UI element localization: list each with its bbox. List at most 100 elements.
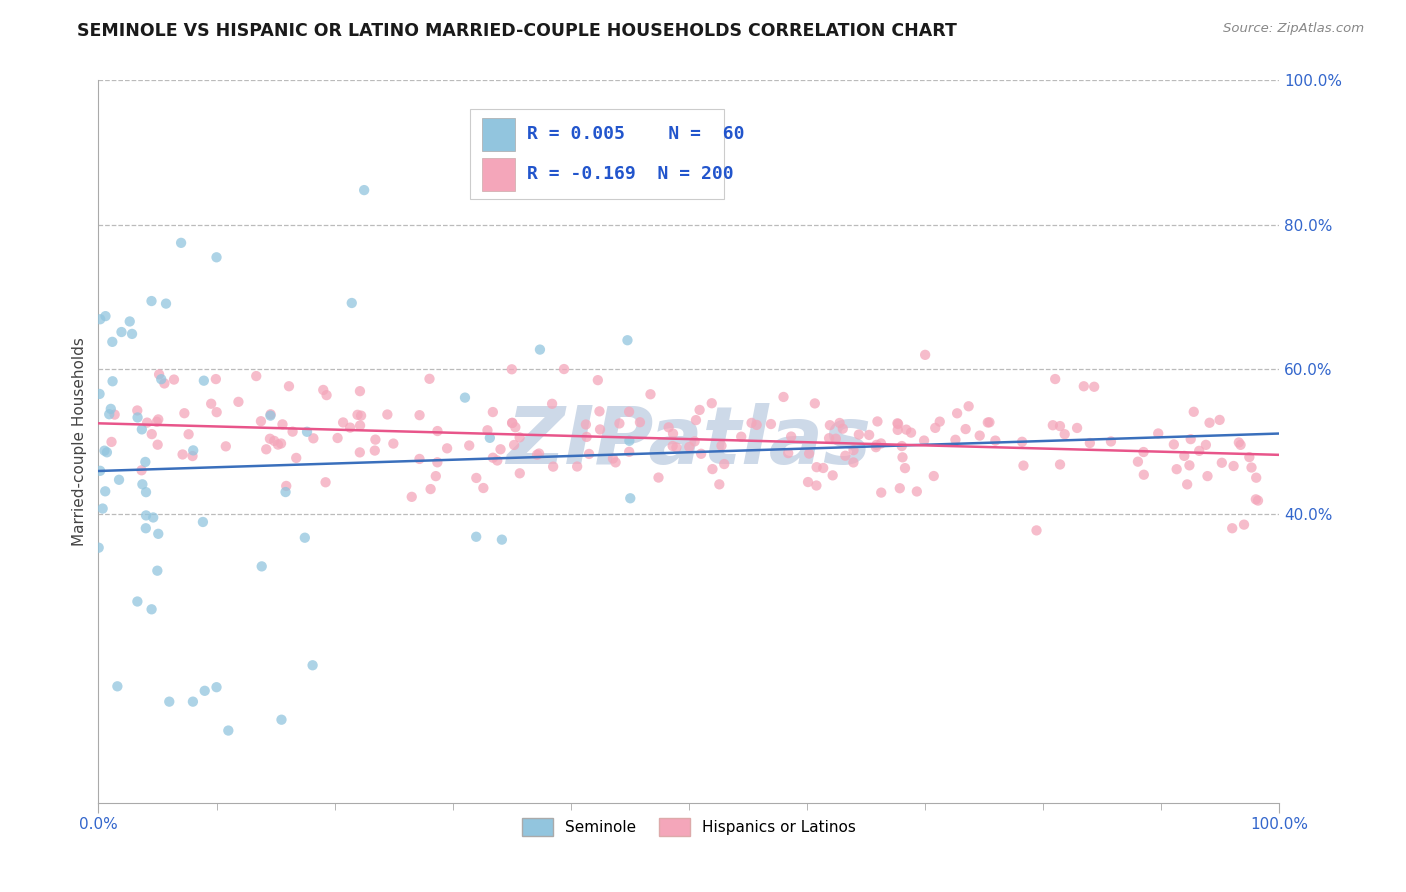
- Point: [148, 526, 170, 541]
- Point: [870, 485, 893, 500]
- Text: SEMINOLE VS HISPANIC OR LATINO MARRIED-COUPLE HOUSEHOLDS CORRELATION CHART: SEMINOLE VS HISPANIC OR LATINO MARRIED-C…: [77, 22, 957, 40]
- Point: [127, 594, 149, 608]
- Point: [713, 457, 735, 471]
- Point: [1078, 436, 1101, 450]
- Point: [1173, 449, 1195, 463]
- Point: [984, 434, 1007, 448]
- Point: [619, 434, 641, 448]
- Point: [780, 429, 803, 443]
- Point: [1227, 435, 1250, 450]
- Point: [553, 362, 575, 376]
- Point: [658, 420, 681, 434]
- Point: [1178, 458, 1201, 473]
- Point: [191, 515, 214, 529]
- Point: [135, 508, 157, 523]
- Point: [259, 407, 281, 421]
- Point: [683, 434, 706, 449]
- Point: [163, 373, 186, 387]
- Point: [250, 414, 273, 428]
- Point: [565, 459, 588, 474]
- Point: [301, 658, 323, 673]
- Point: [205, 680, 228, 694]
- Point: [131, 422, 153, 436]
- Point: [1147, 426, 1170, 441]
- Point: [263, 434, 285, 448]
- Point: [250, 559, 273, 574]
- Point: [1247, 493, 1270, 508]
- Point: [364, 443, 387, 458]
- Point: [364, 433, 387, 447]
- Point: [977, 416, 1000, 430]
- Point: [896, 423, 918, 437]
- Point: [146, 438, 169, 452]
- Point: [628, 415, 651, 429]
- Point: [831, 422, 853, 436]
- Point: [101, 374, 124, 388]
- Point: [702, 462, 724, 476]
- Point: [94, 309, 117, 323]
- Point: [661, 439, 683, 453]
- Point: [640, 387, 662, 401]
- Point: [87, 541, 110, 555]
- Point: [267, 437, 290, 451]
- Point: [350, 409, 373, 423]
- Point: [326, 431, 349, 445]
- Point: [541, 459, 564, 474]
- Point: [401, 490, 423, 504]
- Point: [1222, 458, 1244, 473]
- Point: [824, 432, 846, 446]
- Point: [489, 442, 512, 457]
- Point: [1011, 434, 1033, 449]
- Text: R = 0.005    N =  60: R = 0.005 N = 60: [527, 126, 745, 144]
- Point: [145, 415, 167, 429]
- Point: [955, 422, 977, 436]
- Point: [886, 417, 908, 431]
- Point: [486, 453, 509, 467]
- Point: [425, 469, 447, 483]
- Point: [887, 417, 910, 431]
- Point: [501, 416, 523, 430]
- Point: [1240, 460, 1263, 475]
- Point: [505, 420, 527, 434]
- Point: [588, 404, 610, 418]
- Point: [141, 602, 163, 616]
- Point: [616, 333, 638, 347]
- Point: [465, 530, 488, 544]
- Point: [665, 441, 688, 455]
- Point: [315, 475, 337, 490]
- Point: [509, 430, 531, 444]
- Point: [1175, 477, 1198, 491]
- Point: [818, 431, 841, 445]
- Point: [1025, 524, 1047, 538]
- Point: [834, 449, 856, 463]
- Point: [586, 373, 609, 387]
- Point: [858, 428, 880, 442]
- Point: [332, 416, 354, 430]
- Point: [382, 436, 405, 450]
- Point: [503, 438, 526, 452]
- Point: [1049, 419, 1071, 434]
- Point: [454, 391, 477, 405]
- Point: [276, 479, 298, 493]
- Point: [804, 396, 827, 410]
- Point: [205, 372, 228, 386]
- Point: [135, 521, 157, 535]
- Point: [346, 408, 368, 422]
- Point: [1099, 434, 1122, 449]
- Point: [205, 405, 228, 419]
- Point: [602, 451, 624, 466]
- Point: [349, 445, 371, 459]
- Point: [811, 461, 834, 475]
- Point: [1211, 456, 1233, 470]
- Point: [127, 403, 149, 417]
- Point: [1083, 380, 1105, 394]
- Point: [141, 427, 163, 442]
- Point: [1163, 437, 1185, 451]
- Point: [501, 416, 523, 430]
- Point: [110, 325, 132, 339]
- Point: [181, 695, 204, 709]
- Point: [870, 436, 893, 450]
- Point: [509, 467, 531, 481]
- Point: [759, 417, 782, 431]
- Point: [575, 430, 598, 444]
